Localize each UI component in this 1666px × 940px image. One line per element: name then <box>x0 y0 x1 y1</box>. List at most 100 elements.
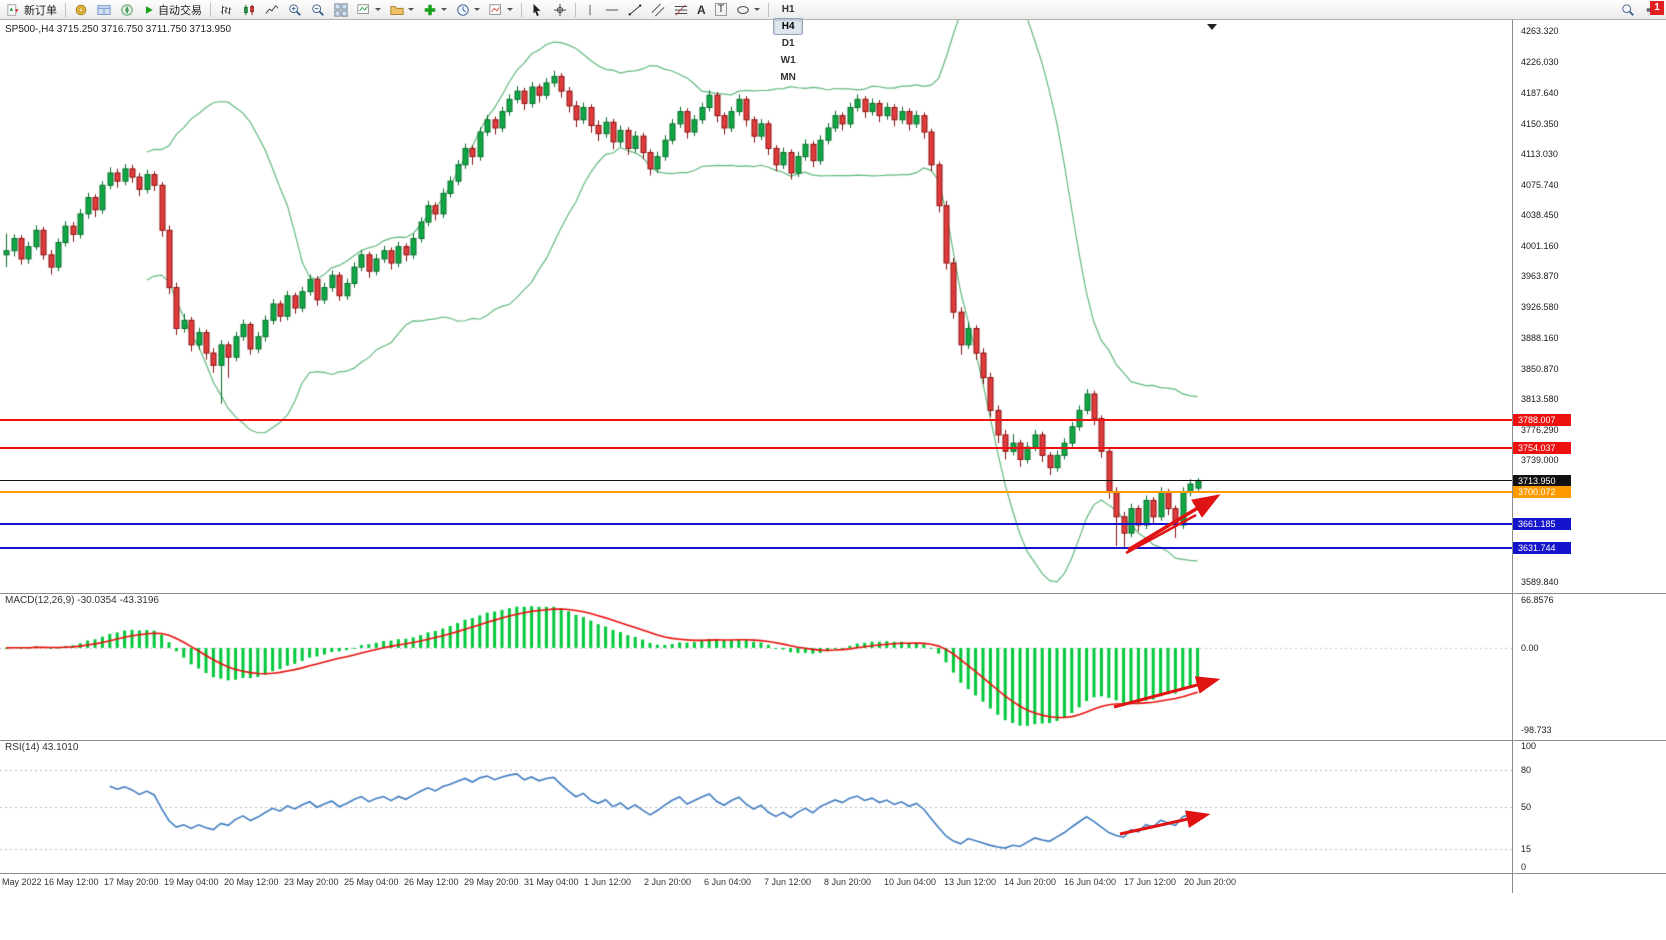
fibonacci-button[interactable] <box>670 0 692 19</box>
notification-badge[interactable]: 1 <box>1650 1 1664 15</box>
candlestick-chart-button[interactable] <box>238 0 260 19</box>
data-window-button[interactable] <box>93 0 115 19</box>
chevron-down-icon <box>507 8 513 11</box>
hline-3754.037[interactable] <box>0 446 1512 449</box>
zoom-out-button[interactable] <box>307 0 329 19</box>
hline-3713.950[interactable] <box>0 480 1512 482</box>
chevron-down-icon <box>441 8 447 11</box>
templates-button[interactable] <box>485 0 517 19</box>
macd-axis-min: -98.733 <box>1521 725 1552 735</box>
channel-button[interactable] <box>647 0 669 19</box>
hline-3700.072[interactable] <box>0 491 1512 494</box>
main-chart-panel[interactable]: SP500-,H4 3715.250 3716.750 3711.750 371… <box>0 20 1512 593</box>
chevron-down-icon <box>754 8 761 11</box>
bar-chart-button[interactable] <box>215 0 237 19</box>
hline-3788.007[interactable] <box>0 419 1512 422</box>
candlestick-canvas[interactable] <box>0 20 1512 593</box>
navigator-button[interactable] <box>116 0 138 19</box>
macd-canvas[interactable] <box>0 593 1512 740</box>
rsi-canvas[interactable] <box>0 740 1512 873</box>
periods-button[interactable] <box>452 0 484 19</box>
zoom-in-button[interactable] <box>284 0 306 19</box>
time-axis-label: 1 Jun 12:00 <box>584 877 632 887</box>
separator <box>521 2 522 17</box>
time-axis[interactable]: May 2022 16 May 12:00 17 May 20:00 19 May 0… <box>0 873 1512 893</box>
time-axis-label: 7 Jun 12:00 <box>764 877 812 887</box>
hline-3631.744[interactable] <box>0 547 1512 550</box>
axis-separator <box>1512 20 1513 893</box>
tf-button-h4[interactable]: H4 <box>773 18 803 35</box>
vertical-line-icon <box>589 4 591 15</box>
label-tool-button[interactable]: T <box>711 0 732 19</box>
new-order-icon <box>7 3 19 16</box>
separator <box>210 2 211 17</box>
tile-windows-button[interactable] <box>330 0 352 19</box>
time-axis-label: 16 May 12:00 <box>44 877 99 887</box>
chevron-down-icon <box>474 8 480 11</box>
horizontal-line-button[interactable] <box>601 0 623 19</box>
profiles-icon <box>390 5 404 15</box>
price-axis-tick: 4001.160 <box>1521 240 1559 251</box>
time-axis-label: 10 Jun 04:00 <box>884 877 937 887</box>
zoom-out-icon <box>312 3 324 16</box>
candlestick-chart-icon <box>244 4 254 15</box>
price-tag: 3788.007 <box>1513 414 1571 427</box>
price-axis-tick: 3963.870 <box>1521 271 1559 282</box>
rsi-axis-tick: 100 <box>1521 741 1537 751</box>
cursor-icon <box>533 3 541 16</box>
time-axis-label: 20 Jun 20:00 <box>1184 877 1237 887</box>
crosshair-button[interactable] <box>549 0 571 19</box>
price-tag: 3754.037 <box>1513 441 1571 454</box>
macd-panel[interactable]: MACD(12,26,9) -30.0354 -43.3196 <box>0 593 1512 740</box>
search-button[interactable] <box>1617 0 1639 19</box>
tf-button-mn[interactable]: MN <box>780 72 796 83</box>
shapes-button[interactable] <box>732 0 764 19</box>
indicators-button[interactable] <box>419 0 451 19</box>
time-axis-label: 8 Jun 20:00 <box>824 877 872 887</box>
panel-separator[interactable] <box>0 740 1666 741</box>
hline-3661.185[interactable] <box>0 522 1512 525</box>
time-axis-label: 13 Jun 12:00 <box>944 877 997 887</box>
price-axis-tick: 3850.870 <box>1521 363 1559 374</box>
time-axis-label: 26 May 12:00 <box>404 877 459 887</box>
trendline-button[interactable] <box>624 0 646 19</box>
time-axis-label: 19 May 04:00 <box>164 877 219 887</box>
new-chart-button[interactable] <box>353 0 385 19</box>
clock-icon <box>457 3 469 16</box>
cursor-button[interactable] <box>526 0 548 19</box>
vertical-line-button[interactable] <box>580 0 600 19</box>
time-axis-label: 17 Jun 12:00 <box>1124 877 1177 887</box>
tf-button-w1[interactable]: W1 <box>780 55 796 66</box>
new-order-button[interactable]: 新订单 <box>3 0 61 19</box>
trendline-icon <box>628 3 642 16</box>
separator <box>575 2 576 17</box>
line-chart-button[interactable] <box>261 0 283 19</box>
rsi-panel[interactable]: RSI(14) 43.1010 <box>0 740 1512 873</box>
time-axis-label: May 2022 <box>2 877 42 887</box>
chevron-down-icon <box>408 8 414 11</box>
text-tool-button[interactable]: A <box>693 0 710 19</box>
price-tag: 3700.072 <box>1513 486 1571 499</box>
price-axis[interactable]: 4263.320 4226.030 4187.640 4150.350 4113.030… <box>1512 20 1666 593</box>
label-tool-icon: T <box>714 3 728 16</box>
time-axis-label: 25 May 04:00 <box>344 877 399 887</box>
separator <box>768 2 770 17</box>
time-axis-label: 2 Jun 20:00 <box>644 877 692 887</box>
auto-trading-button[interactable]: 自动交易 <box>139 0 206 19</box>
macd-axis[interactable]: 66.8576 0.00 -98.733 <box>1512 593 1666 740</box>
panel-separator <box>0 873 1666 874</box>
toolbar: 新订单 自动交易 <box>0 0 1666 83</box>
tf-button-d1[interactable]: D1 <box>781 38 795 49</box>
tile-windows-icon <box>334 2 348 17</box>
rsi-label: RSI(14) 43.1010 <box>5 742 79 753</box>
horizontal-line-icon <box>605 9 619 10</box>
time-axis-label: 17 May 20:00 <box>104 877 159 887</box>
rsi-axis-tick: 0 <box>1521 862 1527 872</box>
tf-button-h1[interactable]: H1 <box>781 4 795 15</box>
price-axis-tick: 3589.840 <box>1521 577 1559 588</box>
panel-separator[interactable] <box>0 593 1666 594</box>
profiles-button[interactable] <box>386 0 418 19</box>
market-watch-button[interactable] <box>70 0 92 19</box>
rsi-axis[interactable]: 100 80 50 15 0 <box>1512 740 1666 873</box>
timeframe-group: M1M5M15M30H1H4D1W1MN <box>773 0 803 86</box>
